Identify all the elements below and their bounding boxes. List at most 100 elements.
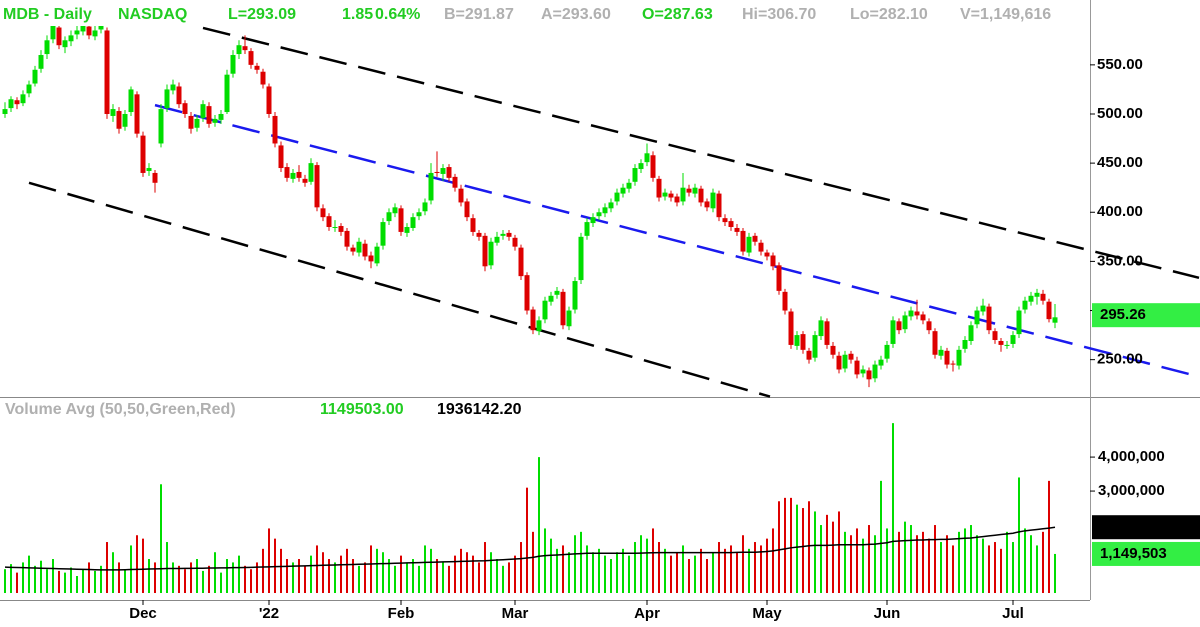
candle-body — [338, 226, 344, 232]
candle-body — [560, 291, 566, 326]
candle-body — [986, 306, 992, 331]
candle-body — [1028, 295, 1034, 302]
candle-body — [902, 315, 908, 330]
candle-body — [26, 84, 32, 94]
candle-body — [152, 172, 158, 183]
candle-body — [416, 212, 422, 217]
candle-body — [1034, 292, 1040, 297]
candle-body — [218, 113, 224, 120]
candle-body — [824, 321, 830, 345]
y-tick-label: 400.00 — [1097, 203, 1143, 220]
candle-body — [626, 182, 632, 189]
candle-body — [974, 310, 980, 325]
candle-body — [398, 208, 404, 232]
candle-body — [758, 242, 764, 252]
volume-tag-box — [1092, 515, 1200, 540]
candle-body — [914, 311, 920, 316]
volume-tag-box — [1092, 541, 1200, 566]
candle-body — [1022, 300, 1028, 310]
candle-body — [632, 168, 638, 182]
candle-body — [800, 334, 806, 350]
candle-body — [524, 275, 530, 311]
trendline — [154, 103, 1200, 378]
change-pct: 0.64% — [375, 6, 420, 23]
y-tick-label: 450.00 — [1097, 154, 1143, 171]
candle-body — [692, 187, 698, 194]
candle-body — [248, 51, 254, 65]
candle-body — [860, 369, 866, 374]
candle-body — [350, 247, 356, 252]
candle-body — [98, 25, 104, 30]
candle-body — [566, 310, 572, 327]
candle-body — [740, 230, 746, 252]
candle-body — [314, 165, 320, 208]
candle-body — [590, 217, 596, 224]
candle-body — [518, 247, 524, 277]
candle-body — [848, 353, 854, 360]
candle-body — [890, 320, 896, 344]
candle-body — [512, 237, 518, 247]
candle-body — [794, 335, 800, 346]
candle-body — [422, 202, 428, 212]
candle-body — [482, 235, 488, 267]
candle-body — [44, 40, 50, 55]
candle-body — [200, 104, 206, 118]
candle-body — [284, 167, 290, 178]
candle-body — [1016, 310, 1022, 335]
candle-body — [956, 349, 962, 366]
marks: 250.00300.00350.00400.00450.00500.00550.… — [2, 20, 1200, 622]
candle-body — [68, 35, 74, 42]
candle-body — [446, 167, 452, 178]
candle-body — [950, 363, 956, 365]
candle-body — [368, 255, 374, 262]
candle-body — [812, 335, 818, 358]
candle-body — [506, 232, 512, 237]
candle-body — [644, 153, 650, 163]
candle-body — [332, 226, 338, 228]
candle-body — [296, 171, 302, 178]
low: Lo=282.10 — [850, 6, 928, 23]
x-tick-label: Jul — [1002, 605, 1024, 622]
candle-body — [734, 227, 740, 232]
candle-body — [380, 222, 386, 246]
candle-body — [776, 265, 782, 291]
candle-body — [194, 118, 200, 128]
candle-body — [104, 30, 110, 114]
volume-legend-value: 1149503.00 — [320, 401, 404, 418]
candle-body — [866, 370, 872, 380]
candle-body — [224, 74, 230, 113]
x-tick-label: Mar — [502, 605, 529, 622]
candle-body — [20, 94, 26, 104]
candle-body — [806, 350, 812, 360]
candle-body — [14, 100, 20, 105]
candle-body — [548, 295, 554, 302]
candle-body — [62, 40, 68, 48]
candle-body — [386, 212, 392, 222]
candle-body — [896, 321, 902, 331]
candle-body — [116, 111, 122, 129]
candle-body — [872, 364, 878, 379]
candle-body — [302, 178, 308, 183]
trendline — [28, 181, 771, 398]
candle-body — [788, 311, 794, 345]
candle-body — [932, 331, 938, 355]
candle-body — [554, 290, 560, 295]
candle-body — [728, 221, 734, 227]
candle-body — [962, 340, 968, 349]
candle-body — [74, 30, 80, 35]
candle-body — [500, 233, 506, 236]
candle-body — [266, 86, 272, 114]
candle-body — [428, 172, 434, 201]
trendline — [202, 26, 1200, 280]
candle-body — [746, 236, 752, 253]
candle-body — [650, 155, 656, 178]
candle-body — [452, 176, 458, 188]
candle-body — [404, 226, 410, 233]
symbol: MDB - Daily — [3, 6, 92, 23]
candle-body — [254, 65, 260, 70]
candle-body — [188, 115, 194, 129]
candle-body — [362, 243, 368, 257]
candle-body — [86, 26, 92, 36]
volume-tag: 1,149,503 — [1100, 545, 1167, 562]
